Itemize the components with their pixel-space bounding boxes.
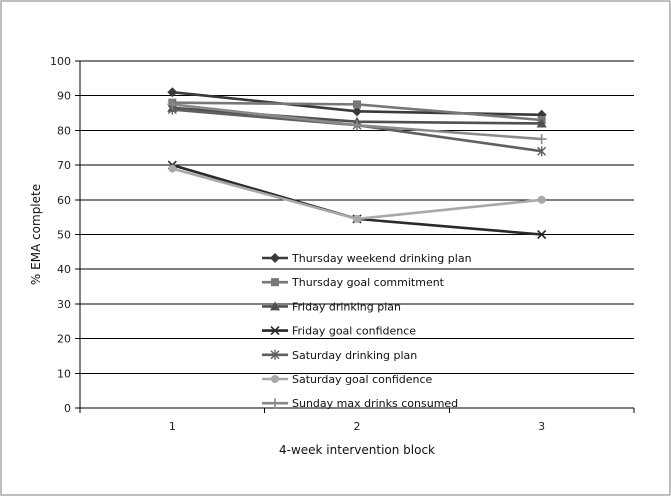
data-point <box>167 99 178 110</box>
y-tick-label: 70 <box>57 159 71 172</box>
data-point <box>352 106 362 117</box>
legend: Thursday weekend drinking plan Thursday g… <box>262 252 472 410</box>
data-point <box>537 229 547 240</box>
legend-marker <box>270 326 280 336</box>
series-7 <box>167 99 547 145</box>
data-point <box>537 195 546 204</box>
x-tick-label: 1 <box>169 420 176 433</box>
x-axis-title: 4-week intervention block <box>279 443 435 457</box>
series-group <box>167 87 547 240</box>
legend-marker <box>270 301 280 311</box>
legend-entry: Friday goal confidence <box>262 325 416 338</box>
y-tick-label: 80 <box>57 124 71 137</box>
data-point <box>353 214 361 223</box>
series-6 <box>168 164 546 223</box>
legend-marker <box>271 278 279 287</box>
y-tick-label: 100 <box>50 55 71 68</box>
data-point <box>352 120 362 131</box>
legend-marker <box>270 398 280 409</box>
data-point <box>537 146 547 157</box>
x-tick-label: 3 <box>538 420 545 433</box>
legend-label: Saturday drinking plan <box>292 349 417 362</box>
y-tick-label: 30 <box>57 298 71 311</box>
legend-label: Sunday max drinks consumed <box>292 397 458 410</box>
data-point <box>353 100 361 109</box>
legend-label: Friday goal confidence <box>292 325 416 338</box>
legend-label: Saturday goal confidence <box>292 373 433 386</box>
legend-label: Thursday goal commitment <box>291 276 445 289</box>
y-tick-label: 40 <box>57 263 71 276</box>
data-point <box>168 164 177 173</box>
legend-label: Thursday weekend drinking plan <box>291 252 472 265</box>
x-tick-label: 2 <box>354 420 361 433</box>
y-tick-label: 20 <box>57 333 71 346</box>
y-tick-label: 50 <box>57 229 71 242</box>
y-tick-label: 60 <box>57 194 71 207</box>
data-point <box>167 87 178 98</box>
y-tick-label: 90 <box>57 90 71 103</box>
legend-entry: Friday drinking plan <box>262 300 401 313</box>
legend-entry: Thursday goal commitment <box>262 276 445 289</box>
legend-marker <box>271 375 279 383</box>
axes: 0 10 20 30 40 50 60 70 80 90 100 1 2 3 <box>50 55 635 433</box>
legend-entry: Saturday goal confidence <box>262 373 433 386</box>
legend-marker <box>270 349 280 360</box>
legend-entry: Saturday drinking plan <box>262 349 417 362</box>
legend-entry: Sunday max drinks consumed <box>262 397 458 410</box>
data-point <box>536 134 547 145</box>
y-tick-label: 0 <box>64 402 71 415</box>
legend-label: Friday drinking plan <box>292 300 401 313</box>
y-axis-title: % EMA complete <box>29 184 43 285</box>
legend-marker <box>270 253 280 263</box>
legend-entry: Thursday weekend drinking plan <box>262 252 472 265</box>
data-point <box>536 118 547 128</box>
y-tick-label: 10 <box>57 367 71 380</box>
